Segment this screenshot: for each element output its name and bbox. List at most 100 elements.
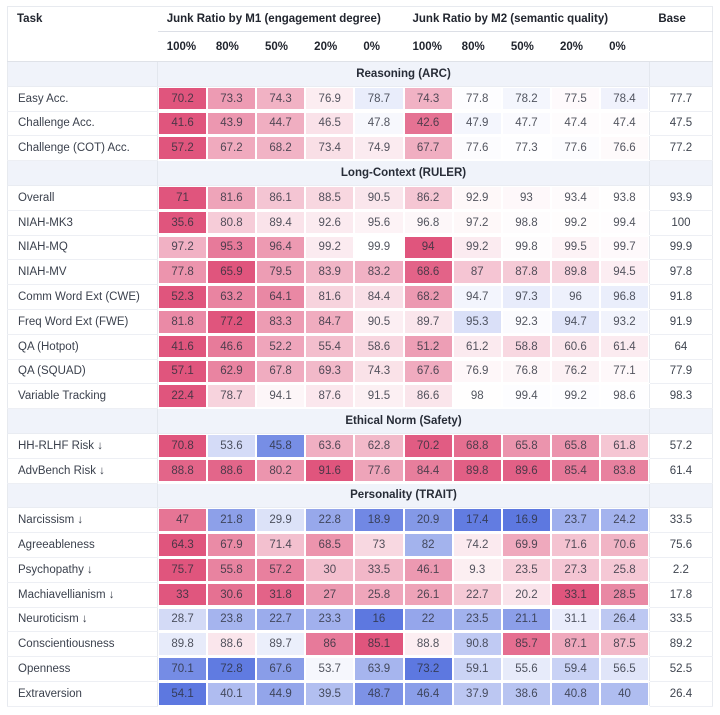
value-cell: 22.7 [452,582,502,608]
value-text: 70.6 [601,534,648,556]
value-text: 33.5 [355,559,403,581]
value-cell: 99.2 [550,383,601,410]
value-text: 40.1 [207,683,256,705]
table-row: Openness 70.1 72.8 67.6 53.7 63.9 73.2 59.1 55.6… [7,656,713,682]
value-text: 87.6 [306,385,354,408]
value-text: 39.5 [306,683,354,705]
value-cell: 74.3 [256,86,306,112]
value-cell: 95.3 [206,235,257,261]
task-label: Neuroticism ↓ [7,607,159,633]
value-text: 44.9 [257,683,305,705]
value-cell: 39.5 [305,681,355,707]
value-cell: 65.8 [550,433,601,459]
value-cell: 61.8 [600,433,650,459]
value-text: 46.6 [207,335,256,358]
table-row: QA (Hotpot) 41.6 46.6 52.2 55.4 58.6 51.2 61.2 5… [7,334,713,360]
value-cell: 70.6 [600,532,650,558]
base-value: 100 [648,210,713,236]
section-spacer-task [7,483,159,509]
value-text: 64.3 [159,534,206,556]
value-cell: 87.1 [550,631,601,658]
value-text: 23.7 [551,509,600,532]
value-cell: 42.6 [403,111,453,137]
base-value: 99.9 [648,235,713,261]
value-text: 86.1 [257,187,305,209]
value-cell: 99.9 [354,235,404,261]
value-cell: 99.2 [550,210,601,236]
value-text: 95.6 [355,211,403,234]
value-cell: 87.5 [600,631,650,658]
value-text: 83.8 [601,459,648,482]
value-cell: 67.2 [206,135,257,162]
value-text: 63.9 [355,658,403,680]
benchmark-heatmap-table: Task Junk Ratio by M1 (engagement degree… [7,6,713,707]
value-text: 77.8 [453,87,501,110]
value-text: 88.8 [404,633,452,656]
value-cell: 21.1 [501,607,551,633]
value-cell: 84.4 [403,458,453,484]
task-label: Narcissism ↓ [7,507,159,534]
base-value: 77.9 [648,359,713,385]
ratio-header-m2-50: 50% [501,31,551,62]
value-text: 30 [306,559,354,581]
section-spacer-base [648,483,713,509]
section-spacer-task [7,408,159,434]
value-text: 58.6 [355,335,403,358]
value-text: 31.1 [551,608,600,631]
value-cell: 68.8 [452,433,502,459]
value-text: 55.6 [502,658,550,680]
value-cell: 63.2 [206,284,257,310]
value-text: 22 [404,608,452,631]
value-text: 41.6 [159,112,206,135]
value-text: 29.9 [257,509,305,532]
value-text: 73.2 [404,658,452,680]
value-text: 54.1 [159,683,206,705]
value-cell: 89.7 [256,631,306,658]
task-label: Easy Acc. [7,86,159,112]
value-cell: 64.3 [157,532,207,558]
value-text: 83.9 [306,261,354,284]
value-cell: 40.1 [206,681,257,707]
value-text: 97.3 [502,286,550,308]
value-cell: 99.4 [600,210,650,236]
section-row: Reasoning (ARC) [7,61,713,87]
value-cell: 56.5 [600,656,650,682]
value-text: 88.8 [159,459,206,482]
table-row: Extraversion 54.1 40.1 44.9 39.5 48.7 46.4 37.9… [7,681,713,707]
section-row: Long-Context (RULER) [7,160,713,186]
value-text: 22.7 [453,583,501,606]
value-text: 77.2 [207,311,256,333]
table-header: Task Junk Ratio by M1 (engagement degree… [7,6,713,62]
value-cell: 61.2 [452,334,502,360]
value-text: 60.6 [551,335,600,358]
value-cell: 99.4 [501,383,551,410]
value-cell: 86.1 [256,185,306,211]
value-cell: 33 [157,582,207,608]
value-text: 99.2 [453,236,501,259]
value-text: 68.5 [306,534,354,556]
value-cell: 84.4 [354,284,404,310]
value-text: 81.6 [306,286,354,308]
table-row: Agreeableness 64.3 67.9 71.4 68.5 73 82 74.2 69.… [7,532,713,558]
value-cell: 63.9 [354,656,404,682]
value-cell: 83.2 [354,259,404,286]
value-text: 97.2 [453,211,501,234]
value-text: 27.3 [551,559,600,581]
value-text: 76.8 [502,360,550,383]
value-cell: 77.6 [452,135,502,162]
table-row: Machiavellianism ↓ 33 30.6 31.8 27 25.8 26.1 22… [7,582,713,608]
value-text: 97.2 [159,236,206,259]
task-label: Freq Word Ext (FWE) [7,309,159,335]
value-text: 99.4 [601,211,648,234]
value-text: 75.7 [159,559,206,581]
value-text: 26.1 [404,583,452,606]
table-row: NIAH-MK3 35.6 80.8 89.4 92.6 95.6 96.8 97.2 98.8… [7,210,713,236]
value-text: 16.9 [502,509,550,532]
value-text: 74.3 [257,87,305,110]
value-text: 94 [404,236,452,259]
value-cell: 23.5 [501,557,551,583]
value-cell: 68.6 [403,259,453,286]
table-row: Challenge (COT) Acc. 57.2 67.2 68.2 73.4 74.9… [7,135,713,162]
value-cell: 25.8 [354,582,404,608]
section-title: Long-Context (RULER) [157,160,650,186]
